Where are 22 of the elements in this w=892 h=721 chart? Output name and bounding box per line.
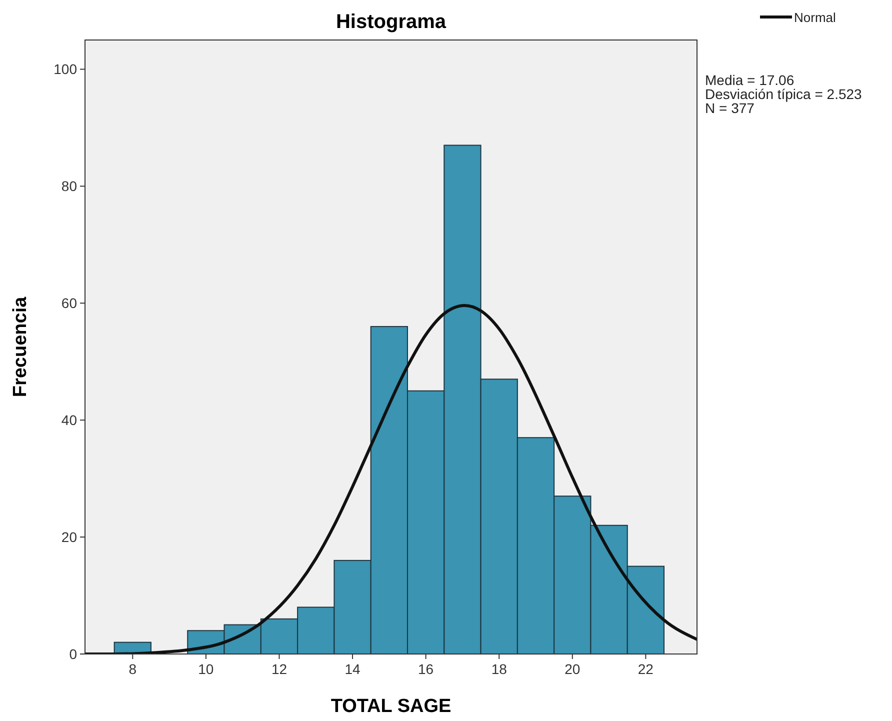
x-tick-label: 20 (564, 661, 580, 677)
text: Desviación típica = 2.523 (705, 86, 862, 102)
x-tick-label: 10 (198, 661, 214, 677)
y-tick-label: 80 (61, 178, 78, 194)
y-tick-label: 0 (69, 646, 78, 662)
legend-label: Normal (794, 10, 836, 25)
text: Media = 17.06 (705, 72, 794, 88)
y-tick-label: 20 (61, 529, 78, 546)
x-tick-label: 16 (418, 661, 434, 677)
y-tick-label: 100 (54, 61, 78, 78)
x-tick-label: 8 (128, 661, 137, 677)
x-tick-label: 22 (638, 661, 654, 677)
y-axis-title: Frecuencia (10, 296, 31, 398)
y-tick-label: 60 (61, 295, 78, 312)
x-tick-label: 12 (271, 661, 288, 677)
y-tick-label: 40 (61, 412, 78, 428)
chart-title: Histograma (336, 11, 447, 33)
x-axis-title: TOTAL SAGE (330, 696, 452, 717)
x-tick-label: 14 (344, 661, 361, 677)
text: N = 377 (705, 100, 755, 116)
x-tick-label: 18 (491, 661, 508, 677)
line-series (85, 304, 697, 654)
